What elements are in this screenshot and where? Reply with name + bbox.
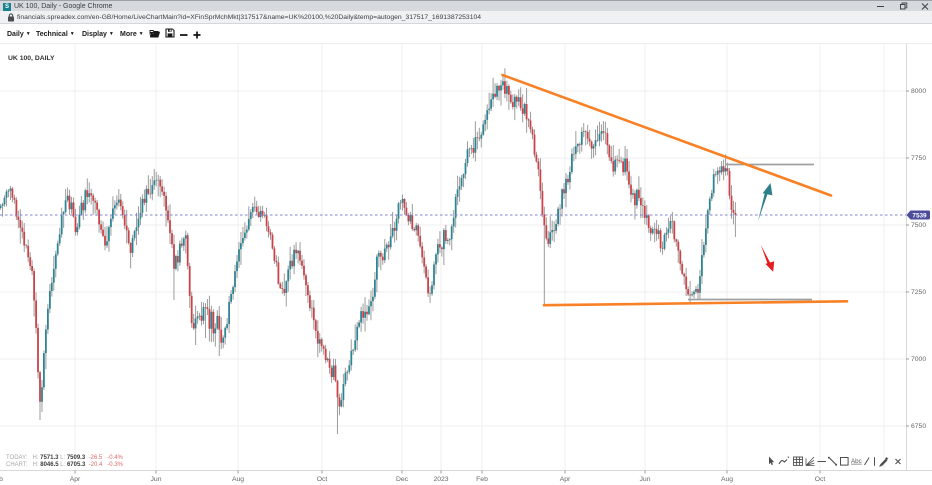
svg-text:Abc: Abc [851, 458, 862, 465]
svg-text:Aug: Aug [232, 476, 244, 483]
svg-text:7250: 7250 [911, 289, 926, 296]
svg-text:7539: 7539 [912, 212, 927, 219]
svg-text:Apr: Apr [70, 476, 81, 483]
svg-text:Jun: Jun [151, 476, 162, 483]
svg-text:Oct: Oct [815, 476, 826, 483]
svg-text:2023: 2023 [433, 476, 448, 483]
svg-text:Feb: Feb [476, 476, 488, 483]
svg-text:Oct: Oct [317, 476, 328, 483]
svg-text:UK 100, DAILY: UK 100, DAILY [8, 55, 55, 62]
svg-text:7750: 7750 [911, 155, 926, 162]
svg-text:6750: 6750 [911, 423, 926, 430]
svg-text:7500: 7500 [911, 222, 926, 229]
svg-text:8000: 8000 [911, 88, 926, 95]
svg-text:Feb: Feb [0, 476, 3, 483]
svg-text:Dec: Dec [396, 476, 409, 483]
svg-text:Aug: Aug [721, 476, 733, 483]
svg-text:7000: 7000 [911, 356, 926, 363]
svg-text:Apr: Apr [560, 476, 571, 483]
svg-text:Jun: Jun [640, 476, 651, 483]
